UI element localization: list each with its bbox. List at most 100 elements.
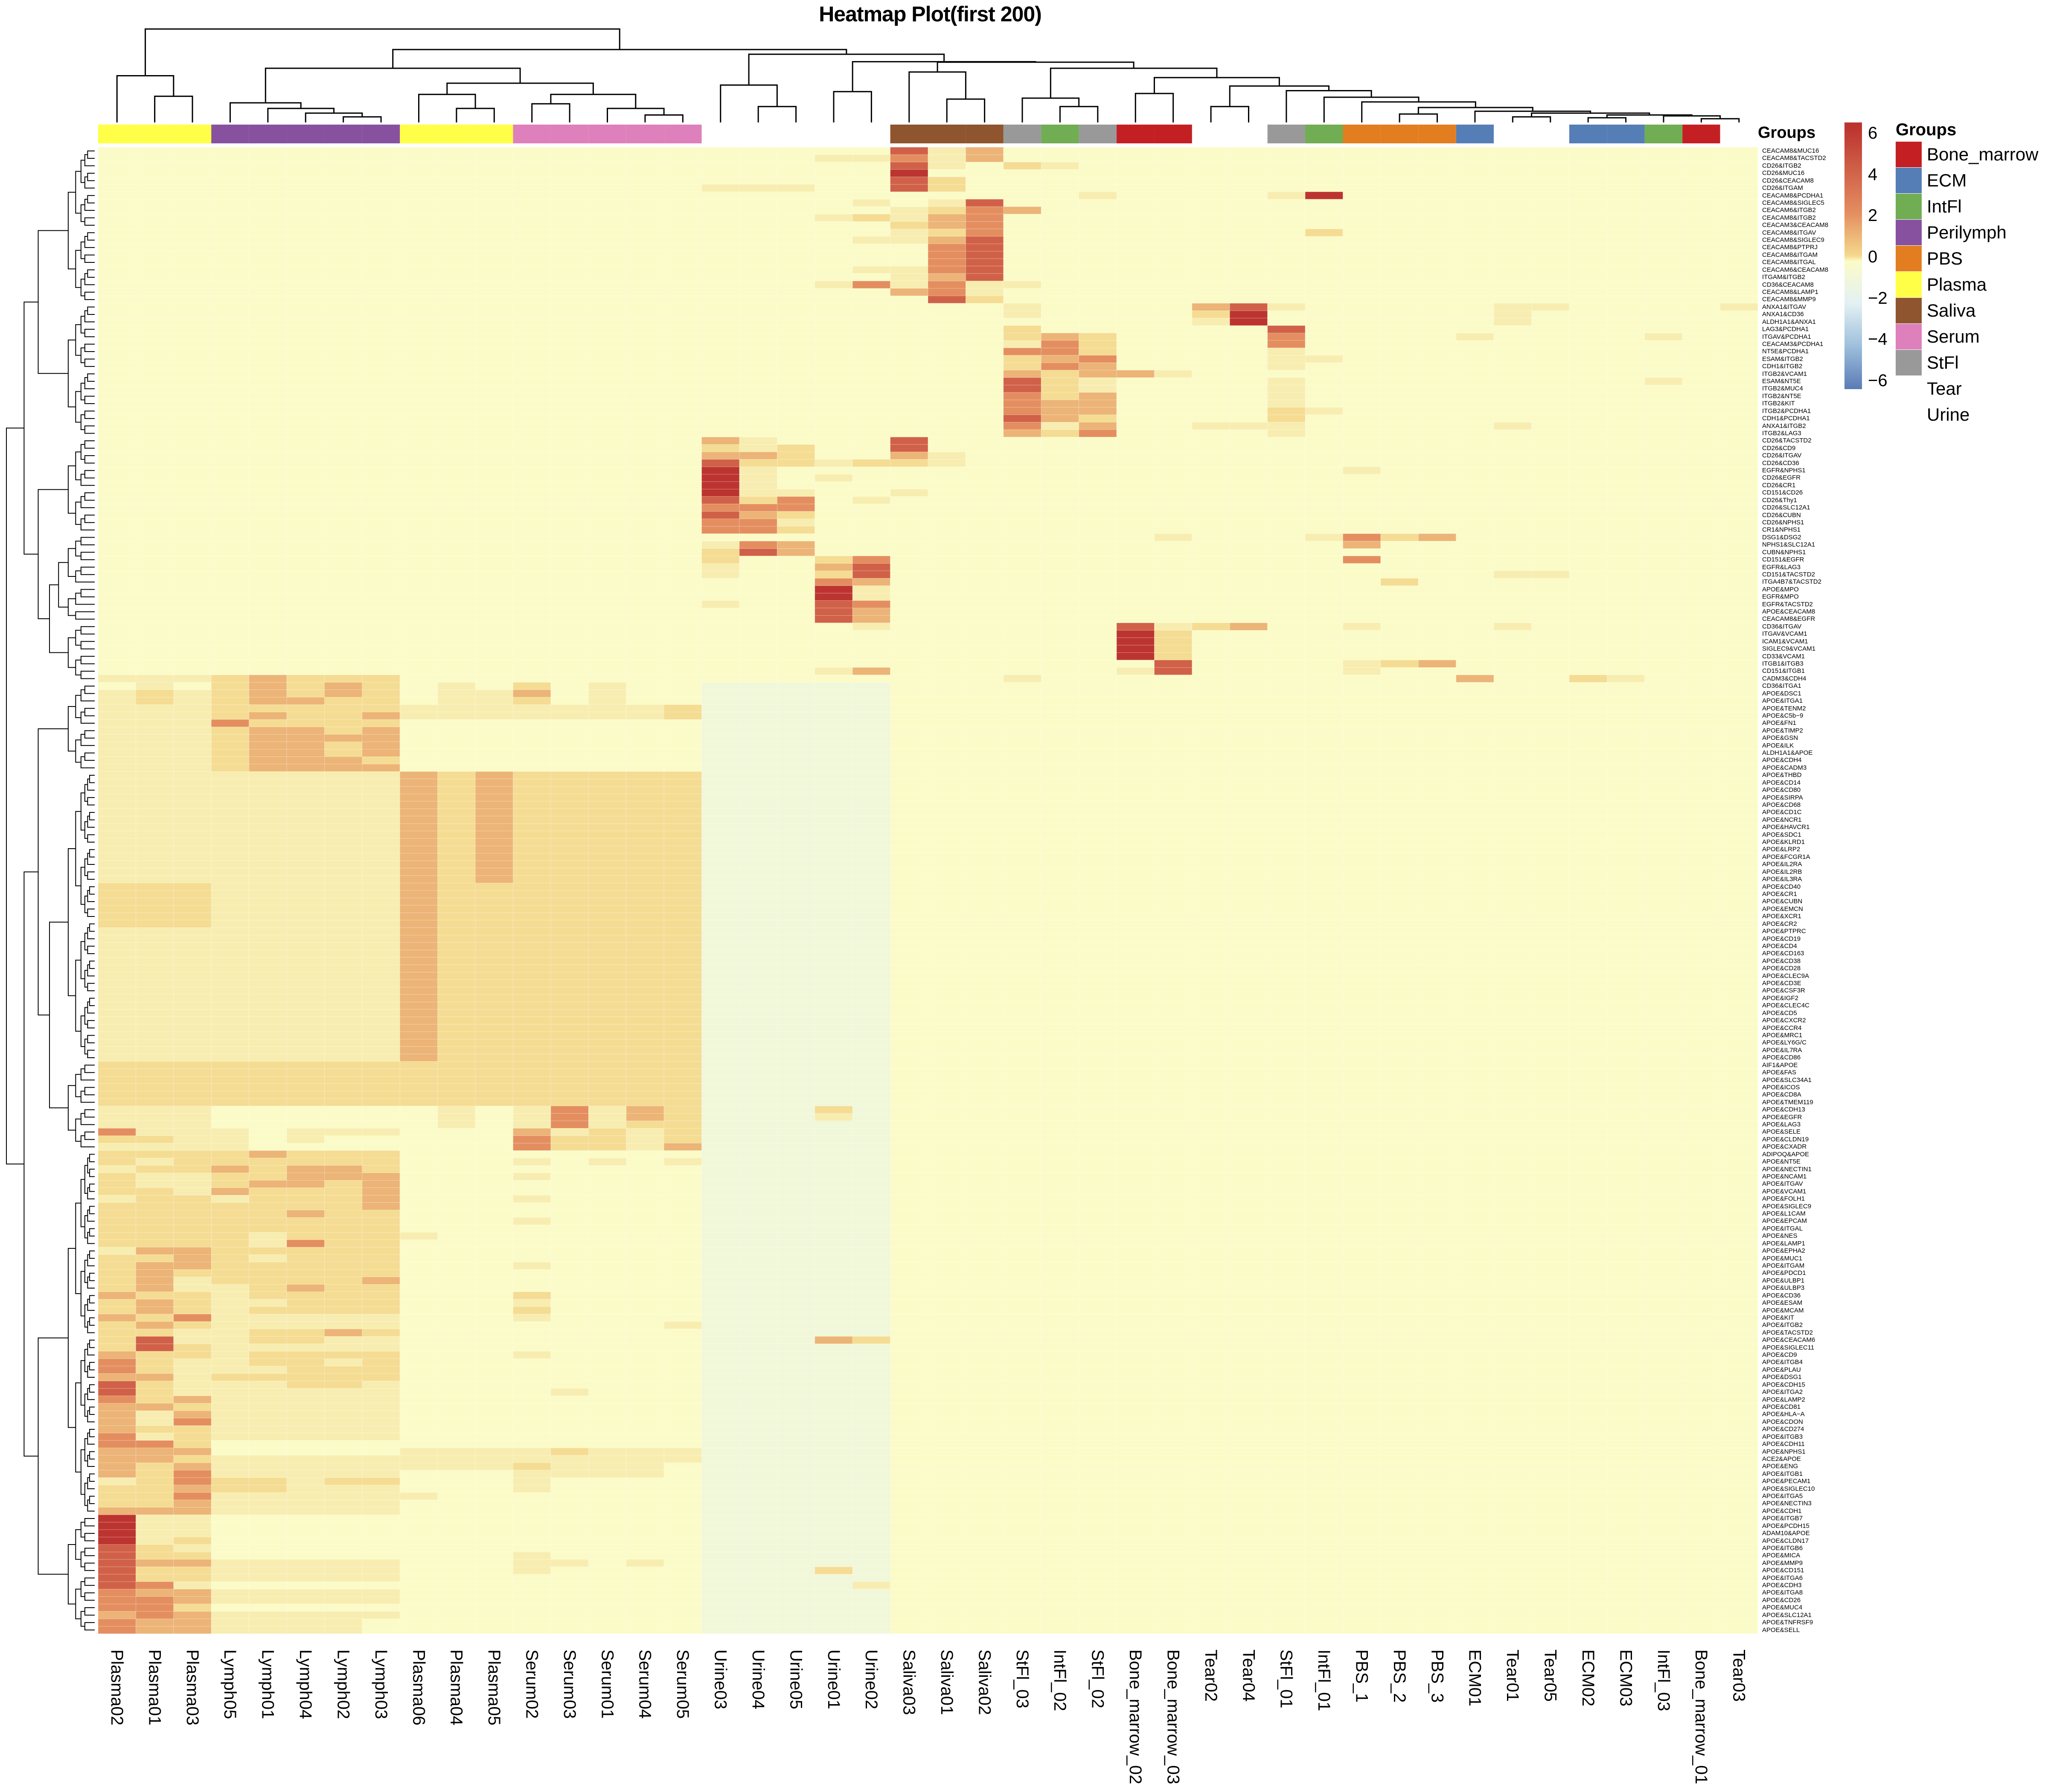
heatmap-cell (966, 801, 1004, 809)
heatmap-cell (626, 898, 664, 906)
heatmap-cell (1305, 608, 1343, 616)
heatmap-cell (1041, 385, 1079, 393)
heatmap-cell (1267, 526, 1306, 534)
heatmap-cell (173, 229, 212, 237)
heatmap-cell (966, 229, 1004, 237)
heatmap-cell (928, 749, 966, 757)
heatmap-cell (286, 637, 325, 646)
heatmap-cell (1079, 742, 1117, 750)
heatmap-cell (663, 920, 702, 928)
heatmap-cell (588, 303, 627, 311)
heatmap-cell (1493, 162, 1532, 170)
heatmap-cell (777, 927, 815, 935)
heatmap-cell (550, 244, 589, 252)
heatmap-cell (1041, 229, 1079, 237)
heatmap-cell (437, 689, 476, 698)
heatmap-cell (1456, 742, 1494, 750)
heatmap-cell (550, 526, 589, 534)
heatmap-cell (1682, 623, 1720, 631)
heatmap-cell (1531, 578, 1570, 586)
heatmap-cell (1192, 853, 1230, 861)
heatmap-cell (173, 949, 212, 958)
heatmap-cell (1682, 712, 1720, 720)
heatmap-cell (815, 927, 853, 935)
heatmap-cell (399, 303, 438, 311)
heatmap-cell (815, 347, 853, 356)
heatmap-cell (249, 771, 287, 780)
heatmap-cell (98, 392, 136, 400)
heatmap-cell (966, 318, 1004, 326)
heatmap-cell (475, 192, 513, 200)
heatmap-cell (852, 719, 890, 727)
heatmap-cell (1154, 496, 1193, 504)
heatmap-cell (1569, 623, 1607, 631)
heatmap-cell (286, 266, 325, 274)
heatmap-cell (815, 206, 853, 215)
heatmap-cell (1116, 957, 1155, 965)
heatmap-cell (928, 846, 966, 854)
heatmap-cell (1305, 570, 1343, 579)
heatmap-cell (890, 905, 928, 913)
heatmap-cell (1606, 570, 1645, 579)
heatmap-cell (1267, 801, 1306, 809)
heatmap-cell (588, 214, 627, 222)
heatmap-cell (286, 444, 325, 452)
heatmap-cell (1116, 444, 1155, 452)
heatmap-cell (1154, 660, 1193, 668)
heatmap-cell (1493, 585, 1532, 593)
heatmap-cell (966, 489, 1004, 497)
heatmap-cell (928, 244, 966, 252)
heatmap-cell (852, 920, 890, 928)
heatmap-cell (1267, 310, 1306, 319)
heatmap-cell (1116, 786, 1155, 794)
heatmap-cell (815, 556, 853, 564)
heatmap-cell (1493, 838, 1532, 846)
heatmap-cell (890, 868, 928, 876)
heatmap-cell (1192, 422, 1230, 430)
heatmap-cell (1531, 838, 1570, 846)
heatmap-cell (626, 325, 664, 333)
heatmap-cell (1229, 637, 1268, 646)
heatmap-cell (1305, 600, 1343, 608)
heatmap-cell (588, 236, 627, 244)
heatmap-cell (1569, 481, 1607, 489)
heatmap-cell (1380, 511, 1419, 519)
heatmap-cell (249, 429, 287, 437)
heatmap-cell (1606, 816, 1645, 824)
heatmap-cell (324, 608, 363, 616)
heatmap-cell (324, 987, 363, 995)
heatmap-cell (815, 192, 853, 200)
heatmap-cell (1003, 154, 1041, 163)
heatmap-cell (701, 637, 740, 646)
heatmap-cell (1116, 385, 1155, 393)
heatmap-cell (1343, 340, 1381, 348)
heatmap-cell (324, 979, 363, 987)
heatmap-cell (550, 637, 589, 646)
heatmap-cell (324, 749, 363, 757)
heatmap-cell (286, 347, 325, 356)
heatmap-cell (98, 890, 136, 898)
heatmap-cell (1192, 742, 1230, 750)
heatmap-cell (777, 860, 815, 869)
heatmap-cell (136, 972, 174, 980)
heatmap-cell (890, 853, 928, 861)
heatmap-cell (1343, 414, 1381, 422)
heatmap-cell (1418, 972, 1457, 980)
heatmap-cell (1606, 853, 1645, 861)
heatmap-cell (588, 347, 627, 356)
heatmap-cell (928, 920, 966, 928)
heatmap-cell (701, 727, 740, 735)
heatmap-cell (966, 459, 1004, 467)
heatmap-cell (98, 236, 136, 244)
heatmap-cell (249, 281, 287, 289)
heatmap-cell (1644, 883, 1683, 891)
heatmap-cell (1343, 236, 1381, 244)
heatmap-cell (1606, 920, 1645, 928)
heatmap-cell (437, 474, 476, 482)
heatmap-cell (1720, 779, 1758, 787)
heatmap-cell (1531, 890, 1570, 898)
heatmap-cell (1493, 147, 1532, 155)
heatmap-cell (1079, 251, 1117, 259)
heatmap-cell (399, 526, 438, 534)
heatmap-cell (1041, 734, 1079, 742)
